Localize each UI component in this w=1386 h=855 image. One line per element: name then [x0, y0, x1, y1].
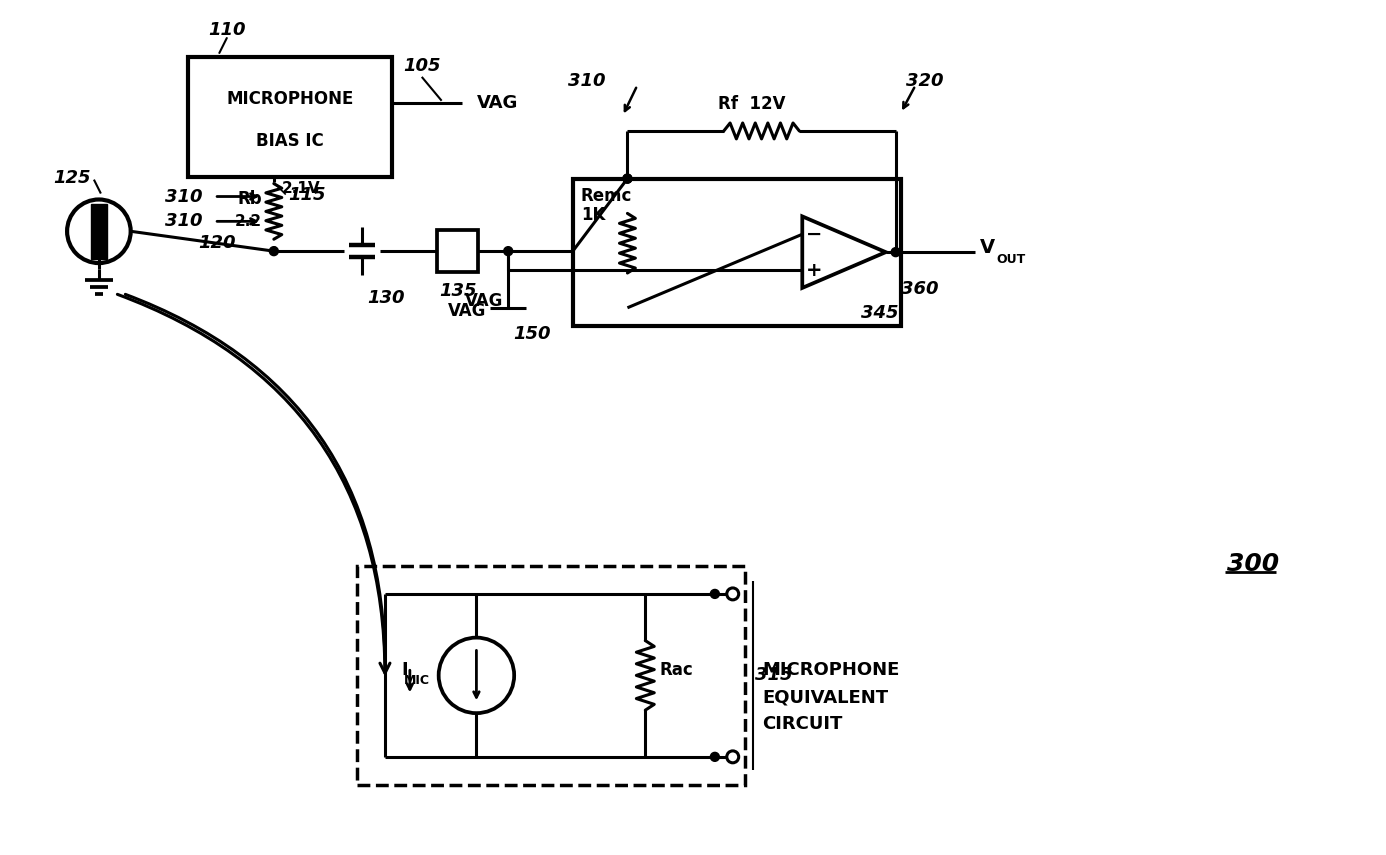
Text: −: − [807, 225, 822, 244]
Text: 300: 300 [1227, 552, 1279, 576]
Text: 310: 310 [165, 212, 202, 230]
Bar [437, 230, 478, 272]
Text: Rf  12V: Rf 12V [718, 95, 786, 113]
Text: 315: 315 [754, 666, 791, 684]
Text: BIAS IC: BIAS IC [256, 132, 324, 150]
Text: 135: 135 [439, 282, 477, 300]
Text: VAG: VAG [477, 94, 518, 112]
FancyArrowPatch shape [118, 294, 389, 673]
Circle shape [891, 248, 900, 256]
Text: Remc: Remc [581, 186, 632, 204]
Text: 310: 310 [165, 187, 202, 205]
Text: 1K: 1K [581, 206, 606, 225]
Circle shape [711, 752, 719, 761]
Text: +: + [805, 261, 822, 280]
Text: I: I [402, 662, 409, 680]
Bar [188, 57, 392, 177]
Text: 360: 360 [901, 280, 938, 298]
Text: 130: 130 [367, 289, 405, 307]
Bar [91, 204, 107, 258]
Text: 320: 320 [905, 73, 942, 91]
Text: EQUIVALENT: EQUIVALENT [762, 688, 888, 706]
Text: 120: 120 [198, 234, 236, 252]
Text: 150: 150 [513, 325, 550, 343]
Circle shape [622, 174, 632, 183]
Bar [358, 566, 744, 785]
Text: 345: 345 [861, 304, 898, 321]
Text: MICROPHONE: MICROPHONE [762, 662, 900, 680]
Circle shape [269, 247, 279, 256]
Text: Rac: Rac [660, 662, 693, 680]
FancyArrowPatch shape [125, 294, 385, 669]
Text: VAG: VAG [448, 302, 486, 320]
Circle shape [711, 589, 719, 598]
Text: CIRCUIT: CIRCUIT [762, 715, 843, 733]
Circle shape [503, 247, 513, 256]
Text: VAG: VAG [464, 292, 503, 310]
Text: 310: 310 [568, 73, 606, 91]
Text: 115: 115 [288, 186, 326, 203]
Text: 2.1V: 2.1V [281, 181, 320, 196]
Text: 105: 105 [403, 57, 441, 75]
Text: MICROPHONE: MICROPHONE [226, 90, 353, 108]
Text: 2.2: 2.2 [234, 214, 262, 229]
Text: V: V [980, 238, 995, 256]
Text: MIC: MIC [403, 674, 430, 687]
Bar [572, 179, 901, 326]
Circle shape [622, 174, 632, 183]
Text: 110: 110 [208, 21, 245, 38]
Text: OUT: OUT [997, 252, 1026, 266]
Text: Rb: Rb [237, 191, 262, 209]
Text: 125: 125 [54, 168, 91, 186]
